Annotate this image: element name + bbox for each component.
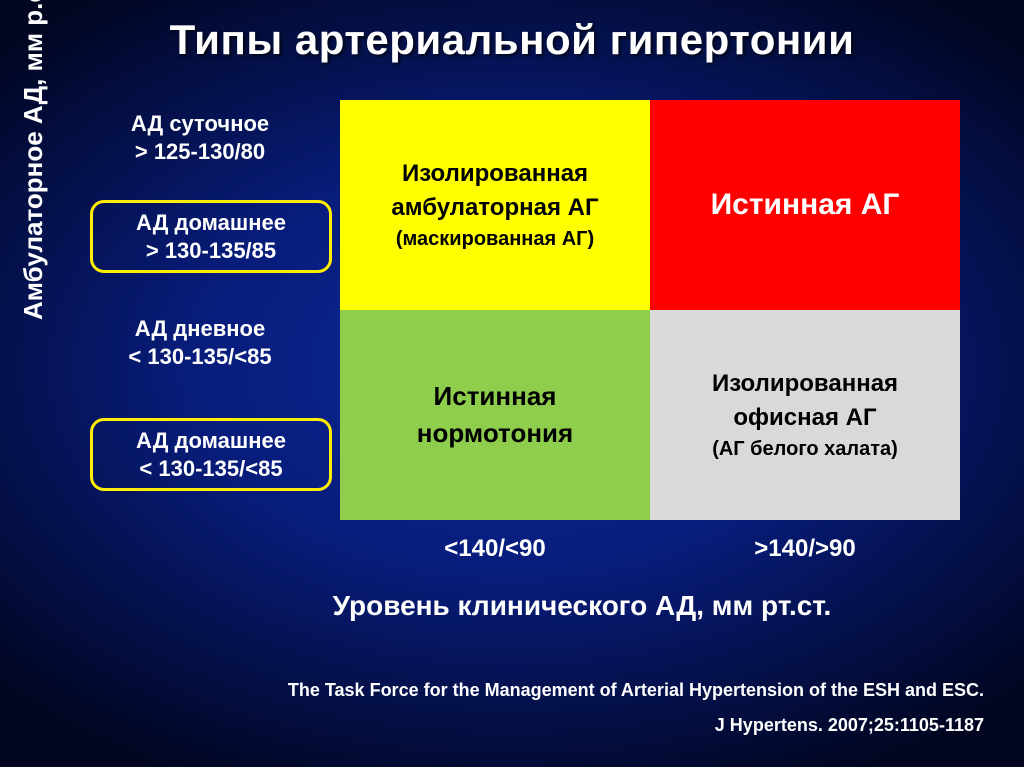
quadrant-sub: (АГ белого халата) xyxy=(712,438,898,461)
quadrant-line1: Изолированная xyxy=(402,160,588,188)
row-label-0-line2: > 125-130/80 xyxy=(90,138,310,166)
x-tick-left: <140/<90 xyxy=(340,535,650,563)
slide-root: Типы артериальной гипертонии Амбулаторно… xyxy=(0,0,1024,767)
row-label-1-line2: > 130-135/85 xyxy=(101,237,321,265)
quadrant-top-right: Истинная АГ xyxy=(650,100,960,310)
row-label-2-line2: < 130-135/<85 xyxy=(90,343,310,371)
quadrant-line2: амбулаторная АГ xyxy=(391,194,598,222)
quadrant-bottom-left: Истинная нормотония xyxy=(340,310,650,520)
quadrant-top-left: Изолированная амбулаторная АГ (маскированн… xyxy=(340,100,650,310)
quadrant-line2: офисная АГ xyxy=(733,404,876,432)
row-label-1: АД домашнее > 130-135/85 xyxy=(90,200,332,273)
quadrant-line1: Истинная АГ xyxy=(711,188,900,222)
row-label-3: АД домашнее < 130-135/<85 xyxy=(90,418,332,491)
row-label-2-line1: АД дневное xyxy=(90,315,310,343)
row-label-3-line1: АД домашнее xyxy=(101,427,321,455)
quadrant-sub: (маскированная АГ) xyxy=(396,228,594,251)
x-tick-right: >140/>90 xyxy=(650,535,960,563)
row-label-0: АД суточное > 125-130/80 xyxy=(90,110,310,165)
x-axis-label: Уровень клинического АД, мм рт.ст. xyxy=(0,590,1024,622)
row-label-0-line1: АД суточное xyxy=(90,110,310,138)
quadrant-line1: Истинная xyxy=(434,381,557,412)
citation-line1: The Task Force for the Management of Art… xyxy=(288,680,984,701)
quadrant-bottom-right: Изолированная офисная АГ (АГ белого халата… xyxy=(650,310,960,520)
row-label-3-line2: < 130-135/<85 xyxy=(101,455,321,483)
quadrant-grid: Изолированная амбулаторная АГ (маскированн… xyxy=(340,100,960,520)
row-label-2: АД дневное < 130-135/<85 xyxy=(90,315,310,370)
quadrant-line1: Изолированная xyxy=(712,370,898,398)
y-axis-label: Амбулаторное АД, мм р.ст. xyxy=(18,0,49,320)
quadrant-line2: нормотония xyxy=(417,418,573,449)
citation-line2: J Hypertens. 2007;25:1105-1187 xyxy=(715,715,984,736)
row-label-1-line1: АД домашнее xyxy=(101,209,321,237)
slide-title: Типы артериальной гипертонии xyxy=(0,16,1024,64)
